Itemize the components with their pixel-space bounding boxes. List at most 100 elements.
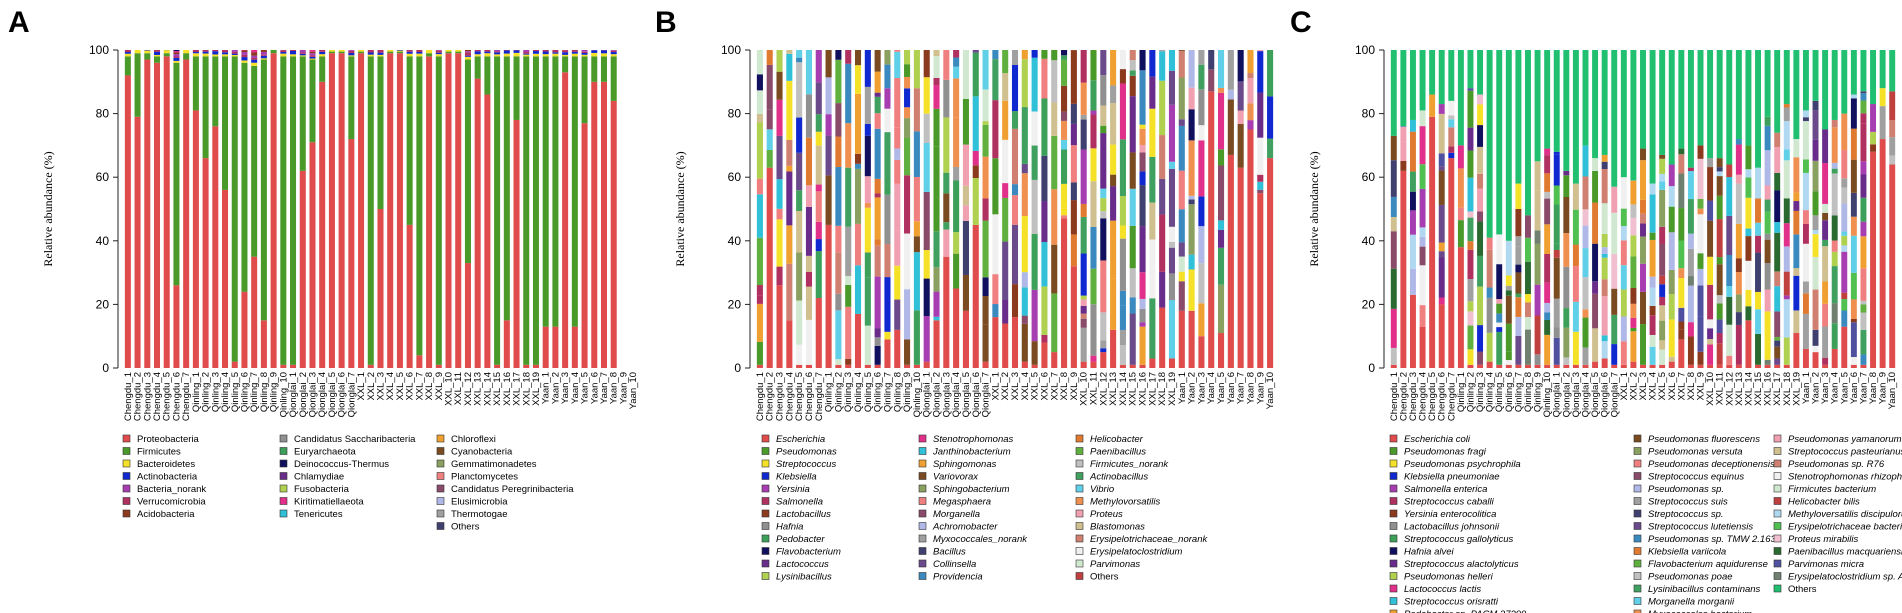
bar-segment — [1601, 154, 1608, 162]
bar-segment — [1802, 293, 1809, 314]
legend-swatch — [1389, 459, 1398, 468]
bar-segment — [1544, 302, 1551, 313]
bar-segment — [1630, 331, 1637, 362]
bar-segment — [835, 359, 842, 365]
bar-segment — [1477, 211, 1484, 222]
bar-segment — [1707, 339, 1714, 345]
bar-segment — [1070, 50, 1077, 104]
bar-segment — [1257, 137, 1264, 175]
bar-segment — [1247, 103, 1254, 121]
bar-segment — [173, 57, 180, 61]
bar-segment — [1764, 211, 1771, 234]
bar-segment — [1139, 70, 1146, 125]
bar-segment — [192, 50, 199, 53]
bar-segment — [1822, 163, 1829, 204]
bar-qinling-8 — [260, 50, 267, 368]
legend-swatch — [918, 522, 927, 530]
bar-segment — [1409, 119, 1416, 132]
bar-segment — [610, 54, 617, 57]
bar-segment — [1630, 235, 1637, 257]
bar-chengdu-3 — [1409, 50, 1416, 368]
bar-segment — [864, 207, 871, 253]
bar-segment — [1678, 148, 1685, 155]
bar-segment — [202, 56, 209, 159]
bar-segment — [1764, 150, 1771, 186]
bar-segment — [1668, 50, 1675, 165]
legend-swatch — [1389, 447, 1398, 455]
x-tick-label: Qinling_9 — [902, 372, 913, 412]
bar-segment — [474, 78, 481, 369]
bar-segment — [1649, 334, 1656, 347]
bar-segment — [1247, 50, 1254, 74]
bar-segment — [982, 156, 989, 199]
bar-segment — [1630, 50, 1637, 181]
bar-segment — [154, 56, 161, 63]
x-tick-label: Qionglai_7 — [346, 372, 357, 417]
legend-swatch — [1773, 472, 1782, 480]
bar-segment — [1649, 287, 1656, 306]
bar-segment — [1041, 50, 1048, 59]
legend-label: Pedobacter sp. PACM 27299 — [1404, 609, 1527, 613]
bar-segment — [1630, 180, 1637, 205]
bar-qinling-10 — [1544, 50, 1551, 368]
bar-segment — [1707, 344, 1714, 365]
bar-qionglai-2 — [1563, 50, 1570, 368]
x-tick-label: Qionglai_6 — [1600, 372, 1611, 417]
bar-segment — [1061, 149, 1068, 184]
legend-swatch — [1773, 509, 1782, 518]
x-tick-label: Qionglai_2 — [1561, 372, 1572, 417]
x-tick-label: XXL_11 — [1715, 372, 1726, 405]
bar-segment — [523, 52, 530, 54]
x-tick-label: Chengdu_2 — [765, 372, 776, 421]
bar-segment — [1793, 50, 1800, 140]
legend-swatch — [1389, 484, 1398, 493]
bar-segment — [562, 52, 569, 55]
bar-segment — [1592, 281, 1599, 294]
bar-segment — [435, 56, 442, 365]
legend-label: Methyloversatilis discipulorum — [1788, 509, 1902, 520]
bar-segment — [1467, 150, 1474, 178]
bar-qinling-5 — [1496, 50, 1503, 368]
bar-segment — [1505, 275, 1512, 286]
bar-segment — [1208, 91, 1215, 368]
bar-segment — [1640, 364, 1646, 368]
bar-segment — [756, 90, 763, 114]
legend-item: Actinobacteria — [122, 472, 198, 483]
bar-segment — [1061, 218, 1068, 368]
y-tick-label: 100 — [89, 43, 109, 57]
bar-segment — [1620, 226, 1627, 241]
bar-qionglai-7 — [348, 50, 355, 368]
bar-xxl-3 — [1011, 50, 1019, 368]
bar-segment — [212, 56, 219, 127]
bar-segment — [1080, 253, 1087, 296]
bar-segment — [1870, 104, 1877, 132]
bar-segment — [1553, 151, 1560, 155]
bar-segment — [1041, 98, 1048, 156]
bar-segment — [1525, 302, 1531, 317]
bar-segment — [1697, 351, 1704, 365]
bar-segment — [1139, 272, 1146, 299]
bar-segment — [835, 103, 842, 137]
bar-segment — [1198, 303, 1205, 337]
bar-segment — [1496, 364, 1503, 368]
bar-segment — [1659, 340, 1666, 350]
bar-segment — [1716, 364, 1723, 368]
bar-segment — [1247, 120, 1254, 130]
legend-label: Morganella — [933, 509, 980, 520]
bar-segment — [396, 53, 403, 369]
x-tick-label: Chengdu_7 — [1446, 372, 1457, 421]
bar-segment — [1726, 50, 1733, 165]
bar-xxl-4 — [1649, 50, 1656, 368]
bar-segment — [933, 316, 940, 321]
bar-chengdu-1 — [124, 50, 131, 368]
legend-item: Collinsella — [918, 559, 976, 570]
legend-swatch — [761, 522, 770, 530]
bar-segment — [542, 50, 549, 52]
bar-segment — [874, 71, 881, 93]
bar-segment — [1707, 50, 1714, 159]
legend-swatch — [761, 559, 770, 568]
bar-segment — [805, 206, 812, 256]
bar-segment — [1544, 253, 1551, 283]
bar-segment — [1841, 299, 1848, 311]
bar-segment — [1505, 285, 1512, 291]
